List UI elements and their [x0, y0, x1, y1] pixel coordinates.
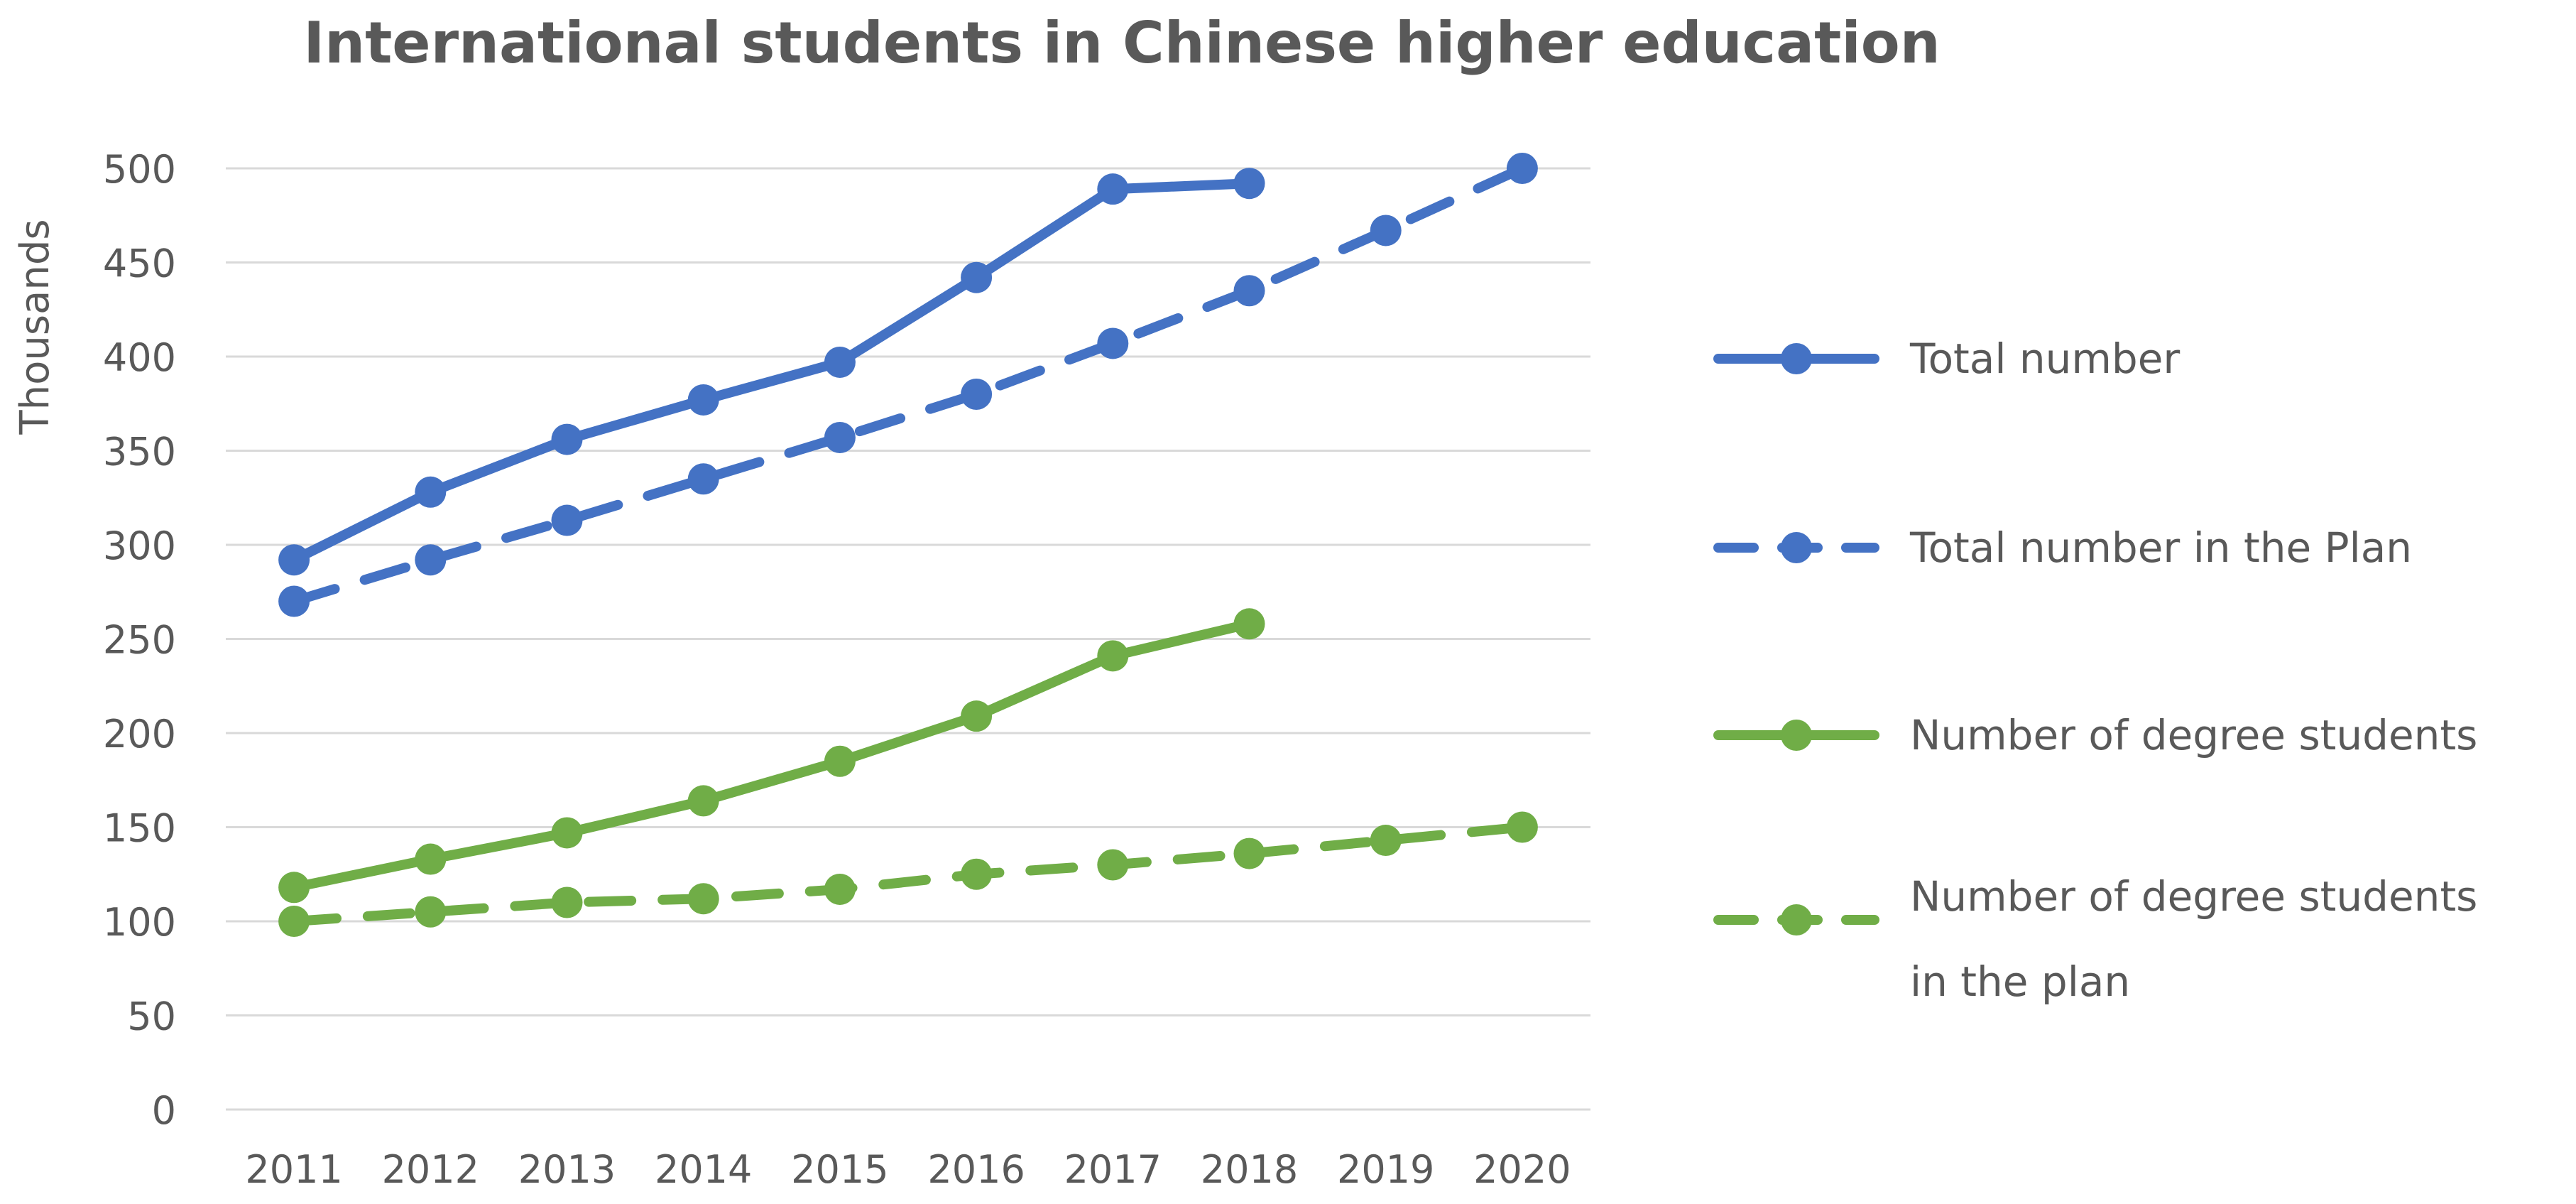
x-tick-label: 2012 [382, 1147, 479, 1192]
x-tick-label: 2019 [1337, 1147, 1434, 1192]
y-tick-label: 0 [152, 1088, 176, 1133]
legend-label: in the plan [1910, 958, 2130, 1006]
data-point [824, 421, 856, 453]
data-point [824, 745, 856, 777]
x-axis-ticks: 2011 2012 2013 2014 2015 2016 2017 2018 2019 2020 [245, 1147, 1571, 1192]
legend-item: Number of degree students in the plan [1713, 872, 2477, 1006]
legend-item: Total number [1713, 335, 2180, 383]
x-tick-label: 2020 [1473, 1147, 1571, 1192]
data-point [551, 423, 583, 455]
y-tick-label: 400 [103, 335, 176, 380]
data-point [551, 504, 583, 536]
data-point [278, 544, 310, 576]
data-point [961, 261, 993, 293]
series-2 [278, 153, 1538, 617]
legend-marker [1781, 904, 1812, 935]
legend-label: Number of degree students [1910, 872, 2477, 921]
series-line [289, 619, 1255, 893]
legend-label: Number of degree students [1910, 711, 2477, 759]
legend-item: Number of degree students [1713, 711, 2477, 759]
data-point [1097, 640, 1129, 672]
x-tick-label: 2011 [245, 1147, 342, 1192]
legend-label: Total number in the Plan [1909, 524, 2412, 572]
data-point [1097, 849, 1129, 881]
series-1 [278, 168, 1265, 576]
x-tick-label: 2016 [927, 1147, 1025, 1192]
y-axis-label: Thousands [12, 219, 58, 435]
data-point [1233, 168, 1265, 200]
y-tick-label: 250 [103, 618, 176, 663]
data-point [1370, 215, 1402, 246]
data-point [1506, 153, 1538, 184]
data-point [278, 906, 310, 937]
y-axis-ticks: 0 50 100 150 200 250 300 350 400 450 500 [103, 147, 176, 1133]
data-point [415, 896, 447, 928]
data-point [278, 872, 310, 904]
legend: Total number Total number in the Plan Numb… [1713, 335, 2477, 1006]
series-layer [278, 153, 1538, 937]
y-tick-label: 450 [103, 242, 176, 286]
data-point [687, 463, 719, 495]
series-3 [278, 608, 1265, 904]
data-point [551, 817, 583, 849]
y-tick-label: 350 [103, 430, 176, 474]
data-point [1233, 837, 1265, 869]
y-tick-label: 150 [103, 806, 176, 851]
x-tick-label: 2013 [518, 1147, 616, 1192]
y-tick-label: 300 [103, 524, 176, 568]
data-point [415, 843, 447, 875]
data-point [1097, 327, 1129, 359]
legend-marker [1781, 720, 1812, 751]
data-point [687, 883, 719, 915]
data-point [1506, 811, 1538, 843]
x-tick-label: 2018 [1201, 1147, 1298, 1192]
data-point [1370, 825, 1402, 857]
data-point [415, 544, 447, 576]
data-point [1097, 173, 1129, 205]
data-point [278, 585, 310, 617]
data-point [824, 346, 856, 378]
series-line [289, 163, 1527, 607]
legend-marker [1781, 532, 1812, 563]
legend-marker [1781, 343, 1812, 374]
x-tick-label: 2014 [655, 1147, 752, 1192]
x-tick-label: 2017 [1064, 1147, 1162, 1192]
y-tick-label: 50 [127, 994, 176, 1039]
data-point [687, 384, 719, 416]
series-line [289, 178, 1255, 565]
x-tick-label: 2015 [791, 1147, 888, 1192]
y-tick-label: 500 [103, 147, 176, 192]
data-point [1233, 608, 1265, 640]
data-point [551, 886, 583, 918]
legend-label: Total number [1909, 335, 2180, 383]
data-point [824, 873, 856, 905]
y-tick-label: 100 [103, 900, 176, 945]
series-line [289, 822, 1527, 926]
data-point [1233, 275, 1265, 307]
data-point [415, 476, 447, 508]
data-point [687, 785, 719, 817]
gridlines [226, 167, 1590, 1111]
legend-item: Total number in the Plan [1713, 524, 2412, 572]
data-point [961, 700, 993, 732]
data-point [961, 379, 993, 410]
chart-title: International students in Chinese higher… [303, 10, 1940, 76]
y-tick-label: 200 [103, 712, 176, 756]
series-4 [278, 811, 1538, 937]
data-point [961, 858, 993, 890]
